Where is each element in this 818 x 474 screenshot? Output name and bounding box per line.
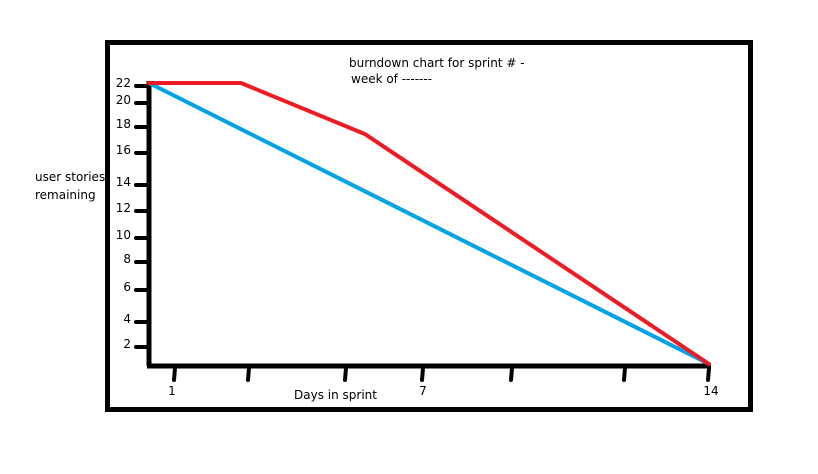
x-tick-mark bbox=[343, 366, 348, 382]
ideal-burndown-line bbox=[147, 81, 711, 366]
y-tick-label: 2 bbox=[123, 337, 131, 351]
y-tick-label: 8 bbox=[123, 252, 131, 266]
y-tick-label: 16 bbox=[116, 143, 131, 157]
y-tick-label: 18 bbox=[116, 117, 131, 131]
x-tick-label: 7 bbox=[419, 384, 427, 398]
chart-title: burndown chart for sprint # - bbox=[349, 56, 525, 70]
y-axis-label: user stories remaining bbox=[35, 170, 106, 202]
x-tick-label: 14 bbox=[703, 384, 718, 398]
x-ticks: 1 7 14 bbox=[168, 366, 719, 398]
x-tick-mark bbox=[172, 366, 177, 382]
x-tick-label: 1 bbox=[168, 384, 176, 398]
y-tick-label: 4 bbox=[123, 312, 131, 326]
x-tick-mark bbox=[706, 366, 711, 382]
y-tick-label: 20 bbox=[116, 93, 131, 107]
chart-subtitle: week of ------- bbox=[351, 72, 433, 86]
y-tick-label: 6 bbox=[123, 280, 131, 294]
x-tick-mark bbox=[246, 366, 251, 382]
x-axis-label: Days in sprint bbox=[294, 388, 377, 402]
y-tick-label: 14 bbox=[116, 175, 131, 189]
y-tick-label: 10 bbox=[116, 228, 131, 242]
chart-frame bbox=[105, 40, 753, 412]
y-ticks: 2 4 6 8 10 12 14 16 18 20 22 bbox=[116, 76, 151, 351]
y-tick-label: 22 bbox=[116, 76, 131, 90]
x-tick-mark bbox=[420, 366, 425, 382]
x-tick-mark bbox=[622, 366, 627, 382]
x-tick-mark bbox=[509, 366, 514, 382]
series-lines bbox=[147, 81, 711, 366]
actual-burndown-line bbox=[147, 81, 711, 366]
y-tick-label: 12 bbox=[116, 201, 131, 215]
